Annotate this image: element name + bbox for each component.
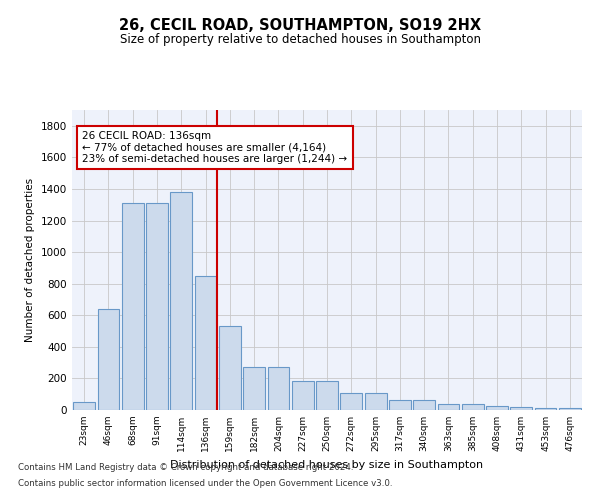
Text: 26 CECIL ROAD: 136sqm
← 77% of detached houses are smaller (4,164)
23% of semi-d: 26 CECIL ROAD: 136sqm ← 77% of detached … [82,131,347,164]
Bar [146,203,168,410]
Bar [559,408,581,410]
Bar [97,309,119,410]
Bar [219,326,241,410]
X-axis label: Distribution of detached houses by size in Southampton: Distribution of detached houses by size … [170,460,484,469]
Text: Contains HM Land Registry data © Crown copyright and database right 2024.: Contains HM Land Registry data © Crown c… [18,464,353,472]
Bar [535,408,556,410]
Text: 26, CECIL ROAD, SOUTHAMPTON, SO19 2HX: 26, CECIL ROAD, SOUTHAMPTON, SO19 2HX [119,18,481,32]
Bar [243,366,265,410]
Bar [340,394,362,410]
Text: Contains public sector information licensed under the Open Government Licence v3: Contains public sector information licen… [18,478,392,488]
Bar [437,404,460,410]
Y-axis label: Number of detached properties: Number of detached properties [25,178,35,342]
Text: Size of property relative to detached houses in Southampton: Size of property relative to detached ho… [119,32,481,46]
Bar [292,381,314,410]
Bar [122,203,143,410]
Bar [316,381,338,410]
Bar [73,402,95,410]
Bar [511,407,532,410]
Bar [486,406,508,410]
Bar [462,404,484,410]
Bar [389,400,411,410]
Bar [413,400,435,410]
Bar [365,394,386,410]
Bar [194,276,217,410]
Bar [268,366,289,410]
Bar [170,192,192,410]
